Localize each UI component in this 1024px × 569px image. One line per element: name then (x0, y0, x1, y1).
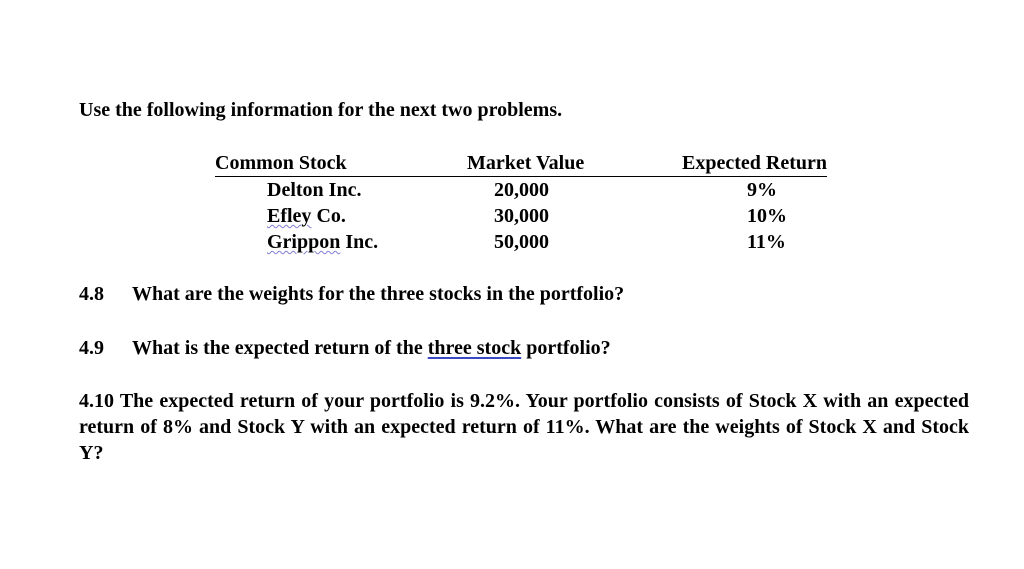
market-value: 30,000 (494, 205, 549, 227)
stock-name-suffix: Inc. (323, 179, 362, 201)
question-number: 4.8 (79, 283, 104, 305)
table-row: Efley Co. 30,000 10% (215, 203, 827, 229)
expected-return: 9% (747, 179, 777, 201)
question-4-10: 4.10 The expected return of your portfol… (79, 390, 969, 464)
header-expected-return: Expected Return (682, 152, 827, 174)
expected-return: 11% (747, 231, 786, 253)
question-4-8: 4.8 What are the weights for the three st… (79, 283, 624, 306)
market-value: 50,000 (494, 231, 549, 253)
stock-name: Delton Inc. (215, 177, 467, 203)
stock-table: Common Stock Market Value Expected Retur… (215, 152, 827, 255)
header-market-value: Market Value (467, 152, 585, 174)
header-common-stock: Common Stock (215, 152, 347, 174)
table-header: Common Stock Market Value Expected Retur… (215, 152, 827, 177)
stock-name-part: Efley (267, 205, 312, 227)
table-row: Grippon Inc. 50,000 11% (215, 229, 827, 255)
stock-name: Efley Co. (215, 203, 467, 229)
underlined-phrase: three stock (427, 337, 522, 359)
stock-name-part: Grippon (267, 231, 341, 253)
stock-name: Grippon Inc. (215, 229, 467, 255)
question-text-after: portfolio? (521, 337, 611, 359)
expected-return: 10% (747, 205, 787, 227)
stock-name-part: Delton (267, 179, 324, 201)
question-text-before: What is the expected return of the (132, 337, 428, 359)
stock-name-suffix: Co. (311, 205, 346, 227)
stock-name-suffix: Inc. (340, 231, 379, 253)
question-number: 4.9 (79, 337, 104, 359)
market-value: 20,000 (494, 179, 549, 201)
table-row: Delton Inc. 20,000 9% (215, 177, 827, 203)
question-text: What are the weights for the three stock… (132, 283, 625, 305)
question-4-9: 4.9 What is the expected return of the th… (79, 337, 611, 360)
intro-text: Use the following information for the ne… (79, 99, 563, 121)
